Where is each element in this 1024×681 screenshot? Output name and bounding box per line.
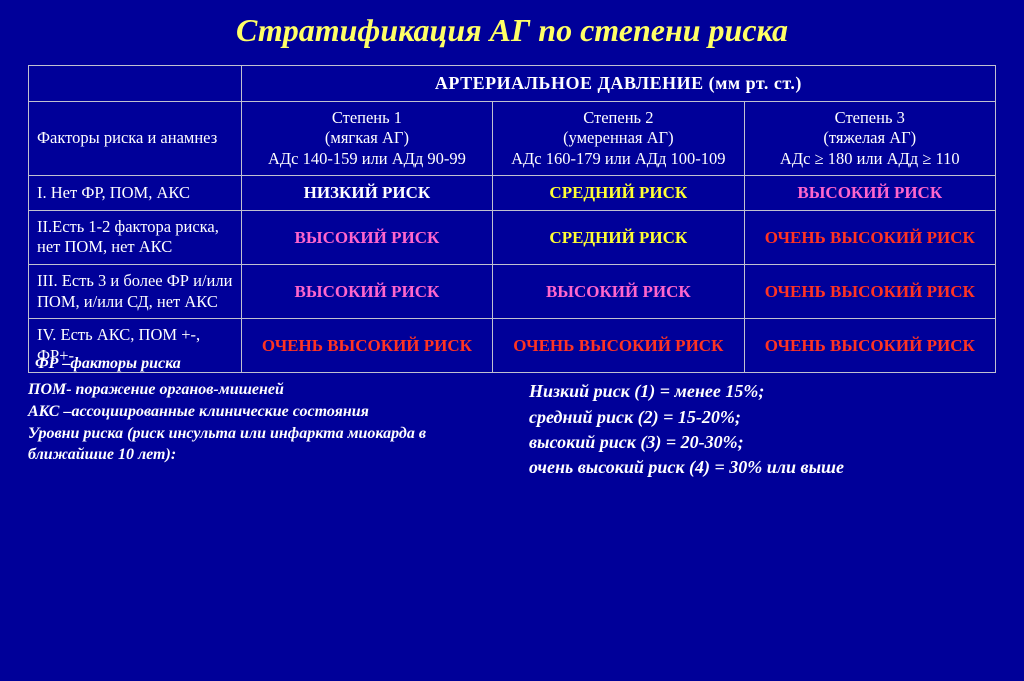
- row-4-cell-2: ОЧЕНЬ ВЫСОКИЙ РИСК: [493, 319, 744, 373]
- slide-title: Стратификация АГ по степени риска: [28, 12, 996, 49]
- degree-1-head: Степень 1 (мягкая АГ) АДс 140-159 или АД…: [241, 101, 492, 176]
- legend-pom: ПОМ- поражение органов-мишеней: [28, 379, 495, 401]
- legend-aks: АКС –ассоциированные клинические состоян…: [28, 401, 495, 423]
- degree-1-name: Степень 1: [332, 108, 402, 127]
- row-1-cell-1: НИЗКИЙ РИСК: [241, 176, 492, 210]
- row-4-label-cell: IV. Есть АКС, ПОМ +-, ФР+- ФР –факторы р…: [29, 319, 242, 373]
- row-3-label: III. Есть 3 и более ФР и/или ПОМ, и/или …: [29, 264, 242, 318]
- degree-3-range: АДс ≥ 180 или АДд ≥ 110: [780, 149, 960, 168]
- row-4-cell-3: ОЧЕНЬ ВЫСОКИЙ РИСК: [744, 319, 995, 373]
- risk-low: Низкий риск (1) = менее 15%;: [529, 379, 996, 404]
- risk-high: высокий риск (3) = 20-30%;: [529, 430, 996, 455]
- legend-fr: ФР –факторы риска: [23, 352, 181, 374]
- legend-levels: Уровни риска (риск инсульта или инфаркта…: [28, 423, 495, 466]
- table-row: III. Есть 3 и более ФР и/или ПОМ, и/или …: [29, 264, 996, 318]
- row-3-cell-2: ВЫСОКИЙ РИСК: [493, 264, 744, 318]
- degree-2-sub: (умеренная АГ): [563, 128, 674, 147]
- degree-1-sub: (мягкая АГ): [325, 128, 409, 147]
- header-bp: АРТЕРИАЛЬНОЕ ДАВЛЕНИЕ (мм рт. ст.): [241, 66, 995, 102]
- degree-3-head: Степень 3 (тяжелая АГ) АДс ≥ 180 или АДд…: [744, 101, 995, 176]
- degree-3-sub: (тяжелая АГ): [823, 128, 916, 147]
- risk-very-high: очень высокий риск (4) = 30% или выше: [529, 455, 996, 480]
- footer-right: Низкий риск (1) = менее 15%; средний рис…: [519, 379, 996, 480]
- footer: ПОМ- поражение органов-мишеней АКС –ассо…: [28, 379, 996, 480]
- row-2-label: II.Есть 1-2 фактора риска, нет ПОМ, нет …: [29, 210, 242, 264]
- row-2-cell-1: ВЫСОКИЙ РИСК: [241, 210, 492, 264]
- table-row: I. Нет ФР, ПОМ, АКС НИЗКИЙ РИСК СРЕДНИЙ …: [29, 176, 996, 210]
- degree-2-name: Степень 2: [583, 108, 653, 127]
- row-3-cell-1: ВЫСОКИЙ РИСК: [241, 264, 492, 318]
- degree-2-head: Степень 2 (умеренная АГ) АДс 160-179 или…: [493, 101, 744, 176]
- row-header-label: Факторы риска и анамнез: [29, 101, 242, 176]
- risk-table: АРТЕРИАЛЬНОЕ ДАВЛЕНИЕ (мм рт. ст.) Факто…: [28, 65, 996, 373]
- degree-1-range: АДс 140-159 или АДд 90-99: [268, 149, 466, 168]
- table-row: IV. Есть АКС, ПОМ +-, ФР+- ФР –факторы р…: [29, 319, 996, 373]
- degree-3-name: Степень 3: [835, 108, 905, 127]
- row-3-cell-3: ОЧЕНЬ ВЫСОКИЙ РИСК: [744, 264, 995, 318]
- row-2-cell-3: ОЧЕНЬ ВЫСОКИЙ РИСК: [744, 210, 995, 264]
- degree-2-range: АДс 160-179 или АДд 100-109: [511, 149, 725, 168]
- row-1-cell-3: ВЫСОКИЙ РИСК: [744, 176, 995, 210]
- row-2-cell-2: СРЕДНИЙ РИСК: [493, 210, 744, 264]
- empty-corner: [29, 66, 242, 102]
- footer-left: ПОМ- поражение органов-мишеней АКС –ассо…: [28, 379, 495, 480]
- row-4-cell-1: ОЧЕНЬ ВЫСОКИЙ РИСК: [241, 319, 492, 373]
- row-1-cell-2: СРЕДНИЙ РИСК: [493, 176, 744, 210]
- risk-mid: средний риск (2) = 15-20%;: [529, 405, 996, 430]
- row-1-label: I. Нет ФР, ПОМ, АКС: [29, 176, 242, 210]
- table-row: II.Есть 1-2 фактора риска, нет ПОМ, нет …: [29, 210, 996, 264]
